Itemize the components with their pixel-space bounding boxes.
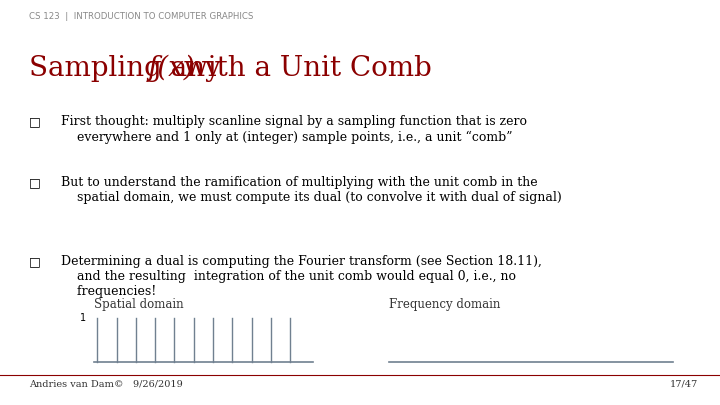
Text: □: □	[29, 255, 40, 268]
Text: CS 123  |  INTRODUCTION TO COMPUTER GRAPHICS: CS 123 | INTRODUCTION TO COMPUTER GRAPHI…	[29, 12, 253, 21]
Text: First thought: multiply scanline signal by a sampling function that is zero
    : First thought: multiply scanline signal …	[61, 115, 527, 144]
Text: □: □	[29, 176, 40, 189]
Text: But to understand the ramification of multiplying with the unit comb in the
    : But to understand the ramification of mu…	[61, 176, 562, 204]
Text: Sampling any: Sampling any	[29, 55, 230, 82]
Text: □: □	[29, 115, 40, 128]
Text: with a Unit Comb: with a Unit Comb	[175, 55, 432, 82]
Text: 1: 1	[80, 313, 86, 323]
Text: f(x): f(x)	[148, 55, 195, 82]
Text: Determining a dual is computing the Fourier transform (see Section 18.11),
    a: Determining a dual is computing the Four…	[61, 255, 542, 298]
Text: 17/47: 17/47	[670, 379, 698, 388]
Text: Frequency domain: Frequency domain	[389, 298, 500, 311]
Text: Spatial domain: Spatial domain	[94, 298, 183, 311]
Text: Andries van Dam©   9/26/2019: Andries van Dam© 9/26/2019	[29, 379, 183, 388]
